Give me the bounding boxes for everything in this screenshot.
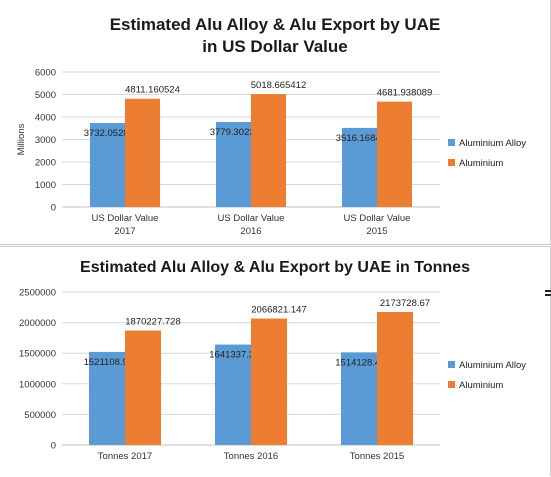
bar-aluminium-alloy: [216, 121, 251, 207]
bar-aluminium: [251, 94, 286, 207]
chart-panel-tonnes: Estimated Alu Alloy & Alu Export by UAE …: [0, 246, 551, 476]
legend-swatch: [448, 361, 455, 368]
data-label: 2066821.147: [251, 305, 306, 316]
y-tick-label: 500000: [24, 410, 56, 421]
y-tick-label: 1500000: [19, 349, 56, 360]
x-tick-label: Tonnes 2016: [224, 451, 278, 462]
y-tick-label: 4000: [35, 113, 56, 124]
chart-panel-usd: Estimated Alu Alloy & Alu Export by UAE …: [0, 0, 551, 245]
legend-label: Aluminium: [459, 380, 503, 391]
y-axis-label: Millions: [16, 123, 27, 155]
chart-title: Estimated Alu Alloy & Alu Export by UAE …: [0, 257, 550, 279]
x-tick-label: 2015: [366, 226, 387, 237]
y-tick-label: 1000000: [19, 379, 56, 390]
data-label: 3779.302342: [210, 127, 265, 138]
legend-label: Aluminium: [459, 158, 503, 169]
chart-title: Estimated Alu Alloy & Alu Export by UAE …: [0, 14, 550, 58]
bar-aluminium: [377, 311, 413, 445]
bar-aluminium: [377, 101, 412, 207]
bar-aluminium-alloy: [89, 351, 125, 445]
y-tick-label: 5000: [35, 90, 56, 101]
bar-aluminium-alloy: [215, 344, 251, 445]
y-tick-label: 2500000: [19, 288, 56, 299]
chart-title-line-1: Estimated Alu Alloy & Alu Export by UAE …: [80, 259, 470, 276]
y-tick-label: 6000: [35, 68, 56, 79]
x-tick-label: Tonnes 2015: [350, 451, 404, 462]
data-label: 1870227.728: [125, 317, 180, 328]
y-tick-label: 0: [51, 203, 56, 214]
bar-aluminium: [125, 98, 160, 207]
x-tick-label: US Dollar Value: [92, 213, 159, 224]
y-tick-label: 0: [51, 441, 56, 452]
data-label: 1641337.396: [209, 350, 264, 361]
data-label: 3516.168491: [336, 133, 391, 144]
x-tick-label: US Dollar Value: [218, 213, 285, 224]
data-label: 4811.160524: [125, 85, 180, 96]
chart-plot: 0 500000 1000000 1500000 2000000 2500000 15211…: [19, 288, 526, 463]
bar-aluminium: [125, 330, 161, 445]
data-label: 1521108.919: [84, 357, 139, 368]
chart-plot: 0 1000 2000 3000 4000 5000 6000 Millions 3732.05…: [16, 68, 526, 238]
data-label: 1514128.445: [335, 357, 390, 368]
y-tick-label: 1000: [35, 180, 56, 191]
data-label: 4681.938089: [377, 88, 432, 99]
bar-aluminium: [251, 318, 287, 445]
legend-swatch: [448, 381, 455, 388]
chart-title-line-2: in US Dollar Value: [202, 37, 348, 56]
bar-aluminium-alloy: [341, 352, 377, 445]
x-tick-label: Tonnes 2017: [98, 451, 152, 462]
data-label: 5018.665412: [251, 80, 306, 91]
x-tick-label: US Dollar Value: [344, 213, 411, 224]
x-tick-label: 2017: [114, 226, 135, 237]
bar-aluminium-alloy: [342, 127, 377, 207]
chart-title-line-1: Estimated Alu Alloy & Alu Export by UAE: [109, 15, 441, 34]
data-label: 3732.052886: [84, 128, 139, 139]
legend-label: Aluminium Alloy: [459, 360, 526, 371]
y-tick-label: 2000000: [19, 318, 56, 329]
x-tick-label: 2016: [240, 226, 261, 237]
cell-border-mark: [545, 288, 551, 302]
y-tick-label: 2000: [35, 158, 56, 169]
legend-swatch: [448, 159, 455, 166]
bar-aluminium-alloy: [90, 123, 125, 207]
y-tick-label: 3000: [35, 135, 56, 146]
legend-swatch: [448, 139, 455, 146]
legend-label: Aluminium Alloy: [459, 138, 526, 149]
data-label: 2173728.67: [380, 298, 430, 309]
